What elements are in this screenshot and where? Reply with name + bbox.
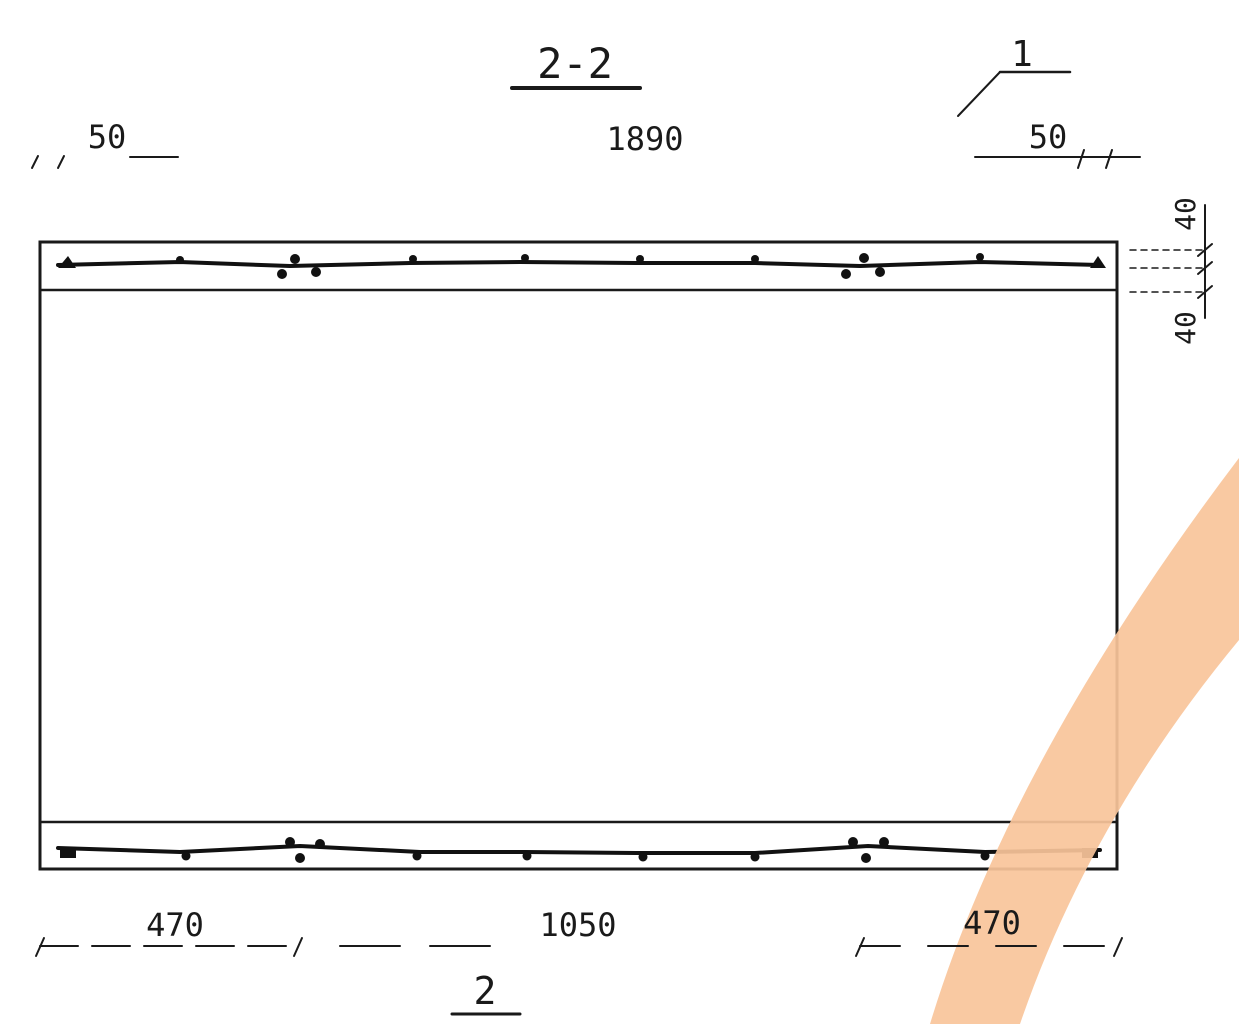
tick [293, 937, 303, 957]
top-reinforcement [56, 253, 1106, 279]
rebar-node [841, 269, 851, 279]
rebar-node [311, 267, 321, 277]
rebar-node [859, 253, 869, 263]
dim-bottom-right: 470 [963, 904, 1021, 942]
tick [1077, 149, 1085, 169]
rebar-node [521, 254, 529, 262]
callout-2-label: 2 [474, 969, 497, 1013]
rebar-node [176, 256, 184, 264]
rebar-node [1090, 256, 1106, 268]
tick [1197, 243, 1213, 257]
rebar-node [638, 852, 648, 862]
rebar-node [409, 255, 417, 263]
dim-top-left: 50 [88, 118, 127, 156]
callout-1-leader [957, 71, 1001, 117]
tick [1197, 261, 1213, 275]
section-title: 2-2 [537, 39, 613, 88]
bottom-rebar [56, 843, 1102, 855]
rebar-node [751, 255, 759, 263]
dim-side-upper-group: 40 [1169, 197, 1202, 231]
rebar-node [290, 254, 300, 264]
rebar-node [522, 851, 532, 861]
tick [855, 937, 865, 957]
dim-side-lower-group: 40 [1169, 311, 1202, 345]
rebar-node [976, 253, 984, 261]
rebar-node [636, 255, 644, 263]
rebar-node [295, 853, 305, 863]
rebar-node [412, 851, 422, 861]
rebar-node [315, 839, 325, 849]
rebar-node [277, 269, 287, 279]
dim-side-upper: 40 [1169, 197, 1202, 231]
rebar-node [750, 852, 760, 862]
rebar-node [875, 267, 885, 277]
orange-overlay-arc [930, 458, 1239, 1024]
rebar-node [879, 837, 889, 847]
callout-1-label: 1 [1011, 34, 1033, 75]
dim-bottom-left: 470 [146, 906, 204, 944]
rebar-node [285, 837, 295, 847]
top-rebar [56, 259, 1102, 269]
bottom-reinforcement [56, 837, 1102, 863]
rebar-node [848, 837, 858, 847]
tick [1113, 937, 1123, 957]
dim-bottom-middle: 1050 [539, 906, 616, 944]
rebar-node [980, 851, 990, 861]
rebar-node [58, 256, 76, 268]
tick [57, 155, 65, 169]
rebar-node [181, 851, 191, 861]
dim-top-overall: 1890 [606, 120, 683, 158]
dim-side-lower: 40 [1169, 311, 1202, 345]
tick [35, 937, 45, 957]
slab-outline [38, 240, 1119, 871]
dim-top-right: 50 [1029, 118, 1068, 156]
rebar-node [861, 853, 871, 863]
tick [31, 155, 39, 169]
tick [1105, 149, 1113, 169]
rebar-node [60, 848, 76, 858]
tick [1197, 285, 1213, 299]
